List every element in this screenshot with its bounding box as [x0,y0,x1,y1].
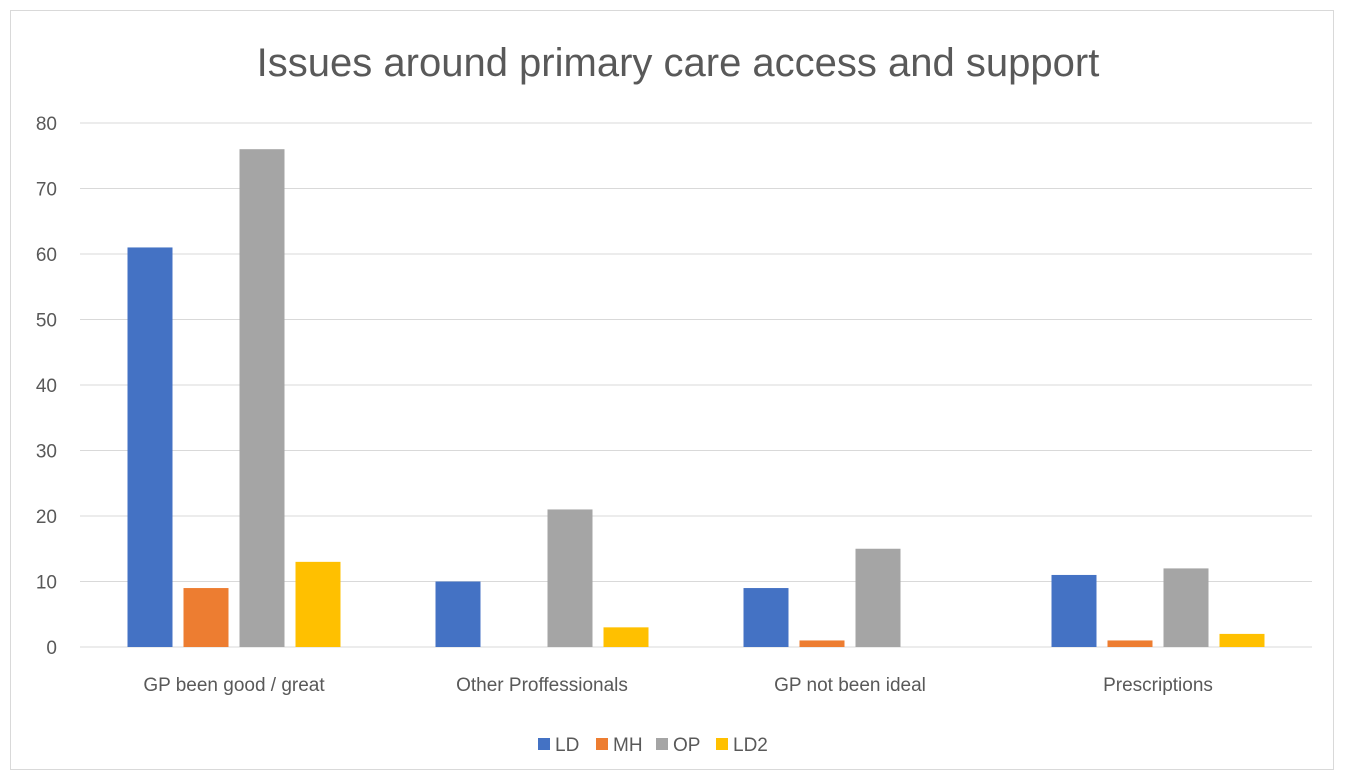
chart-title: Issues around primary care access and su… [257,41,1100,85]
legend: LD MH OP LD2 [538,735,768,756]
bar-mh-0 [183,588,229,647]
x-category-label: Other Proffessionals [456,675,628,696]
bar-ld2-0 [295,561,341,647]
bar-ld-2 [743,588,789,647]
bar-ld-1 [435,581,481,647]
bar-mh-2 [799,640,845,647]
legend-label-op: OP [673,735,700,756]
legend-swatch-op [656,738,668,750]
legend-label-mh: MH [613,735,643,756]
y-axis-ticks: 0 10 20 30 40 50 60 70 80 [36,114,57,659]
bar-op-1 [547,509,593,647]
bars [127,149,1265,647]
y-tick-label: 70 [36,180,57,201]
y-tick-label: 60 [36,245,57,266]
x-axis-categories: GP been good / great Other Proffessionals… [143,675,1213,696]
bar-op-3 [1163,568,1209,647]
x-category-label: GP not been ideal [774,675,926,696]
y-tick-label: 10 [36,573,57,594]
legend-swatch-mh [596,738,608,750]
bar-ld-3 [1051,574,1097,647]
bar-ld2-3 [1219,633,1265,647]
bar-ld-0 [127,247,173,647]
x-category-label: Prescriptions [1103,675,1213,696]
y-tick-label: 20 [36,507,57,528]
y-tick-label: 0 [46,638,57,659]
y-tick-label: 30 [36,442,57,463]
bar-ld2-1 [603,627,649,647]
x-category-label: GP been good / great [143,675,325,696]
y-tick-label: 40 [36,376,57,397]
gridlines [80,122,1312,648]
bar-op-2 [855,548,901,647]
y-tick-label: 50 [36,311,57,332]
legend-swatch-ld [538,738,550,750]
bar-mh-3 [1107,640,1153,647]
y-tick-label: 80 [36,114,57,135]
legend-label-ld: LD [555,735,579,756]
legend-swatch-ld2 [716,738,728,750]
legend-label-ld2: LD2 [733,735,768,756]
bar-op-0 [239,149,285,647]
